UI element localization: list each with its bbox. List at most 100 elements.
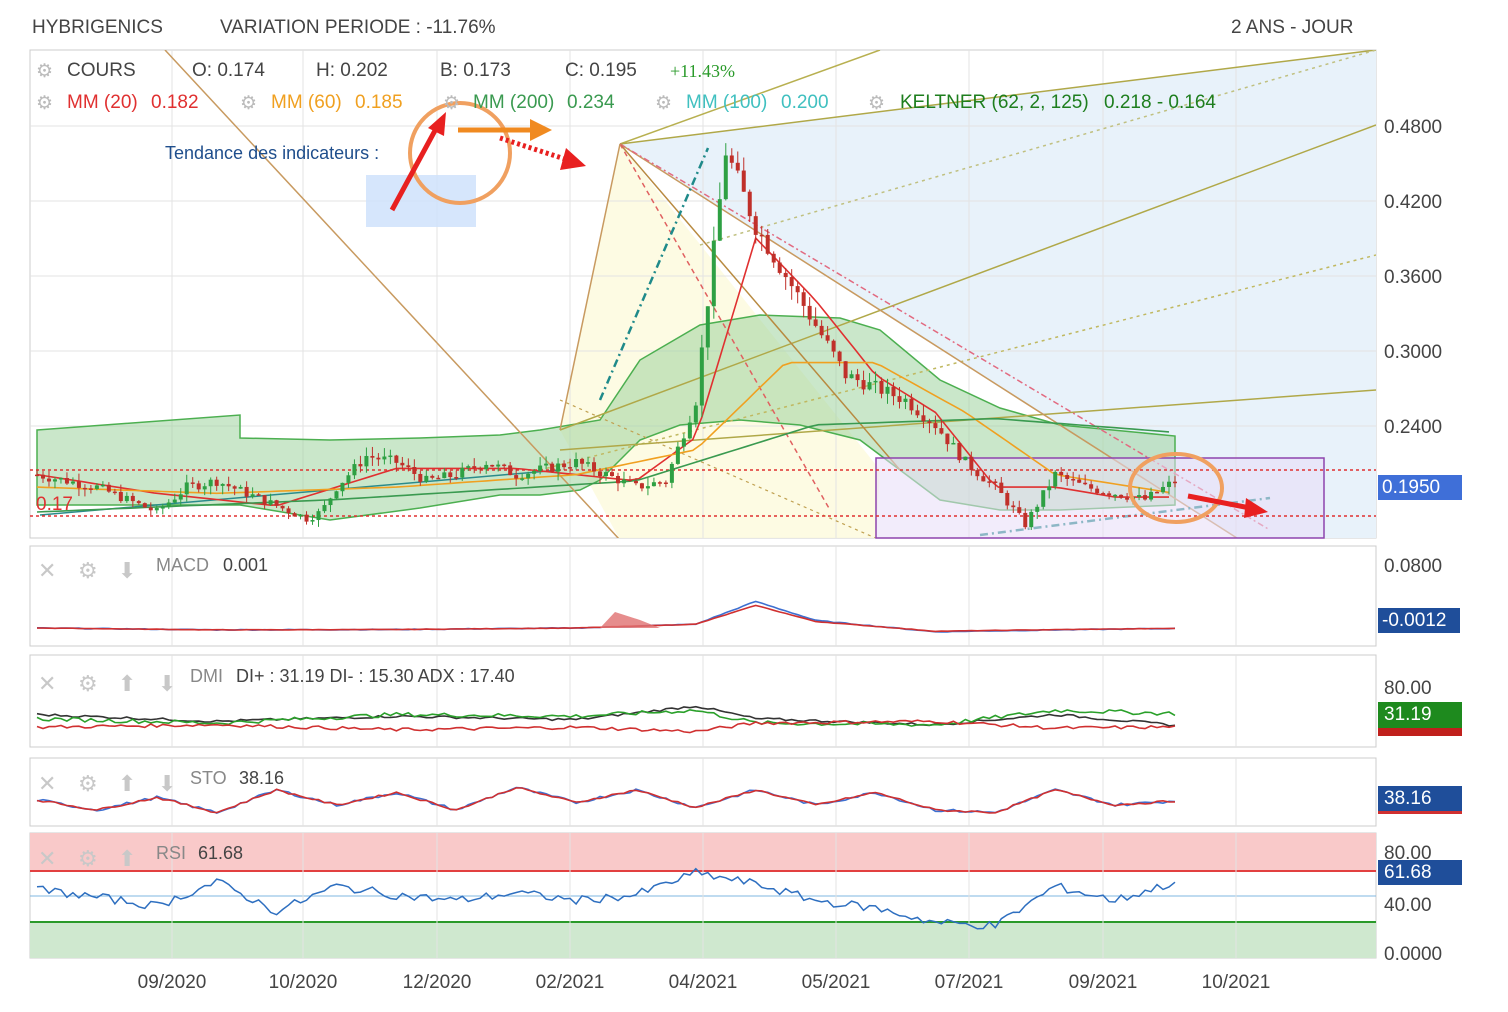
- candle: [927, 421, 932, 424]
- macd-histogram: [600, 612, 660, 628]
- move-down-icon[interactable]: ⬇: [118, 559, 136, 584]
- di-minus-line: [36, 719, 1176, 734]
- candle: [1017, 507, 1022, 513]
- x-tick-label: 04/2021: [669, 972, 738, 993]
- gear-icon[interactable]: ⚙: [868, 93, 886, 114]
- rsi-title: RSI: [156, 843, 187, 863]
- candle: [1053, 471, 1058, 487]
- candle: [238, 486, 243, 489]
- candle: [556, 463, 561, 472]
- candle: [747, 191, 752, 217]
- candle: [1059, 471, 1064, 476]
- candle: [232, 486, 237, 489]
- consolidation-box[interactable]: [875, 457, 1325, 539]
- candle: [502, 464, 507, 467]
- candle: [693, 405, 698, 423]
- candle: [843, 361, 848, 379]
- candle: [88, 488, 93, 490]
- fan-zone: [620, 50, 1376, 538]
- move-up-icon[interactable]: ⬆: [118, 772, 136, 797]
- candle: [130, 495, 135, 502]
- rsi-line: [36, 867, 1176, 930]
- candle: [681, 438, 686, 447]
- candle: [310, 520, 315, 522]
- candle: [765, 234, 770, 254]
- close-icon[interactable]: ✕: [38, 772, 56, 797]
- candle: [490, 464, 495, 467]
- candle: [915, 410, 920, 416]
- keltner-value: 0.218 - 0.164: [1104, 92, 1216, 113]
- mm100-label: MM (100): [686, 92, 768, 113]
- candle: [1005, 492, 1010, 506]
- candle: [496, 464, 501, 467]
- gear-icon[interactable]: ⚙: [78, 772, 98, 797]
- macd-badge: -0.0012: [1378, 608, 1460, 633]
- x-tick-label: 09/2021: [1069, 972, 1138, 993]
- candle: [981, 476, 986, 482]
- candle: [370, 455, 375, 458]
- candle: [568, 467, 573, 469]
- candle: [873, 380, 878, 383]
- candle: [699, 347, 704, 406]
- candle: [256, 494, 261, 496]
- candle: [100, 484, 105, 487]
- gear-icon[interactable]: ⚙: [36, 61, 54, 82]
- candle: [40, 474, 45, 479]
- candle: [592, 462, 597, 472]
- candle: [340, 482, 345, 492]
- candle: [645, 486, 650, 489]
- candle: [1077, 479, 1082, 483]
- x-tick-label: 05/2021: [802, 972, 871, 993]
- candle: [609, 472, 614, 476]
- candle: [795, 286, 800, 293]
- candle: [1125, 497, 1130, 500]
- move-up-icon[interactable]: ⬆: [118, 847, 136, 872]
- gear-icon[interactable]: ⚙: [78, 672, 98, 697]
- legend-high: H: 0.202: [316, 60, 388, 81]
- close-icon[interactable]: ✕: [38, 672, 56, 697]
- mm200-label: MM (200): [473, 92, 555, 113]
- mm60-value: 0.185: [355, 92, 403, 113]
- gear-icon[interactable]: ⚙: [78, 847, 98, 872]
- sto-value: 38.16: [239, 768, 285, 788]
- current-arrow: [1187, 493, 1251, 511]
- candle: [831, 340, 836, 352]
- candle: [400, 462, 405, 466]
- candle: [741, 170, 746, 192]
- price-badge: 0.1950: [1378, 475, 1462, 500]
- candle: [867, 382, 872, 390]
- candle: [1113, 494, 1118, 497]
- gear-icon[interactable]: ⚙: [443, 93, 461, 114]
- candle: [598, 471, 603, 477]
- candle: [1101, 493, 1106, 495]
- move-down-icon[interactable]: ⬇: [158, 772, 176, 797]
- candle: [418, 473, 423, 482]
- candle: [436, 477, 441, 480]
- candle: [987, 481, 992, 483]
- legend-low: B: 0.173: [440, 60, 511, 81]
- gear-icon[interactable]: ⚙: [655, 93, 673, 114]
- candle: [813, 319, 818, 326]
- candle: [520, 478, 525, 480]
- gear-icon[interactable]: ⚙: [36, 93, 54, 114]
- period-variation: VARIATION PERIODE : -11.76%: [220, 17, 496, 38]
- macd-y-tick: 0.0800: [1384, 556, 1442, 577]
- period-selector[interactable]: 2 ANS - JOUR: [1231, 17, 1354, 38]
- candle: [621, 479, 626, 484]
- candle: [807, 305, 812, 320]
- gear-icon[interactable]: ⚙: [240, 93, 258, 114]
- x-tick-label: 07/2021: [935, 972, 1004, 993]
- candle: [388, 455, 393, 458]
- candle: [1143, 495, 1148, 500]
- candle: [675, 446, 680, 464]
- close-icon[interactable]: ✕: [38, 847, 56, 872]
- move-up-icon[interactable]: ⬆: [118, 672, 136, 697]
- x-tick-label: 12/2020: [403, 972, 472, 993]
- candle: [957, 442, 962, 461]
- candle: [999, 482, 1004, 493]
- move-down-icon[interactable]: ⬇: [158, 672, 176, 697]
- close-icon[interactable]: ✕: [38, 559, 56, 584]
- candle: [376, 457, 381, 460]
- gear-icon[interactable]: ⚙: [78, 559, 98, 584]
